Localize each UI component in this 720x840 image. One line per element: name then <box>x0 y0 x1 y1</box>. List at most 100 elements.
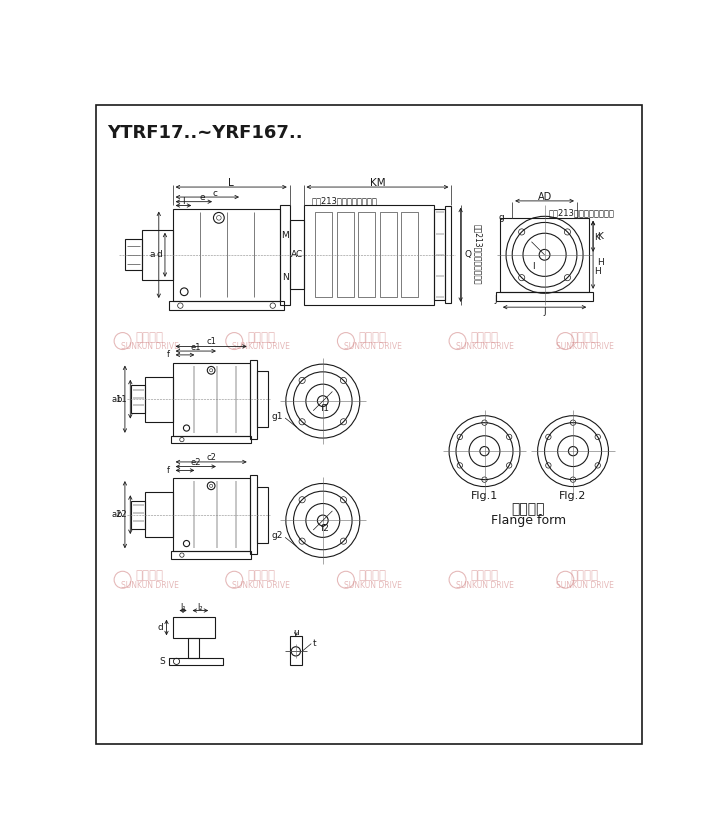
Text: 上坤传动: 上坤传动 <box>571 331 598 344</box>
Text: SUNKUN DRIVE: SUNKUN DRIVE <box>456 580 513 590</box>
Bar <box>168 658 222 665</box>
Text: Q: Q <box>464 250 472 260</box>
Text: g2: g2 <box>271 532 283 540</box>
Bar <box>145 377 173 422</box>
Text: d: d <box>158 623 163 632</box>
Bar <box>257 371 268 428</box>
Bar <box>171 551 251 559</box>
Text: c: c <box>212 189 217 197</box>
Bar <box>434 209 445 300</box>
Text: 上坤传动: 上坤传动 <box>247 570 275 582</box>
Text: u: u <box>293 627 299 637</box>
Text: t: t <box>312 639 316 648</box>
Bar <box>173 478 250 551</box>
Text: J: J <box>495 295 497 304</box>
Bar <box>168 301 284 310</box>
Bar <box>401 213 418 297</box>
Bar <box>250 360 257 438</box>
Text: L: L <box>228 178 234 188</box>
Text: g1: g1 <box>271 412 283 421</box>
Bar <box>257 486 268 543</box>
Text: 上坤传动: 上坤传动 <box>359 331 387 344</box>
Text: SUNKUN DRIVE: SUNKUN DRIVE <box>556 342 613 351</box>
Text: f: f <box>167 350 171 360</box>
Bar <box>173 617 215 638</box>
Text: Flg.2: Flg.2 <box>559 491 587 501</box>
Bar <box>359 213 375 297</box>
Text: e: e <box>199 193 204 202</box>
Text: f2: f2 <box>320 523 330 533</box>
Text: 上坤传动: 上坤传动 <box>247 331 275 344</box>
Text: K: K <box>597 232 603 241</box>
Text: a: a <box>150 250 155 260</box>
Text: SUNKUN DRIVE: SUNKUN DRIVE <box>344 342 402 351</box>
Bar <box>131 386 145 413</box>
Text: 上坤传动: 上坤传动 <box>470 331 498 344</box>
Text: 上坤传动: 上坤传动 <box>571 570 598 582</box>
Bar <box>171 436 251 444</box>
Text: 上坤传动: 上坤传动 <box>135 570 163 582</box>
Text: l₂: l₂ <box>197 603 203 612</box>
Bar <box>500 218 589 291</box>
Text: KM: KM <box>369 178 385 188</box>
Text: l: l <box>531 262 534 270</box>
Bar <box>125 239 142 270</box>
Text: J: J <box>544 307 546 316</box>
Text: SUNKUN DRIVE: SUNKUN DRIVE <box>121 580 179 590</box>
Text: b1: b1 <box>117 395 127 404</box>
Text: d: d <box>157 250 163 260</box>
Text: 见第213页附录电机尺寸表: 见第213页附录电机尺寸表 <box>311 197 377 205</box>
Text: SUNKUN DRIVE: SUNKUN DRIVE <box>233 342 290 351</box>
Text: S: S <box>159 657 165 666</box>
Text: c2: c2 <box>206 453 216 462</box>
Bar <box>496 291 593 301</box>
Text: K: K <box>595 234 600 243</box>
Text: 见第213页附录电机尺寸表: 见第213页附录电机尺寸表 <box>473 224 482 285</box>
Text: a1: a1 <box>112 395 122 404</box>
Text: SUNKUN DRIVE: SUNKUN DRIVE <box>556 580 613 590</box>
Text: Flg.1: Flg.1 <box>471 491 498 501</box>
Bar <box>289 636 302 665</box>
Bar <box>189 638 199 658</box>
Text: Flange form: Flange form <box>491 514 566 527</box>
Bar <box>145 492 173 537</box>
Bar <box>315 213 332 297</box>
Text: AD: AD <box>537 192 552 202</box>
Text: a2: a2 <box>112 510 122 519</box>
Text: b2: b2 <box>117 510 127 519</box>
Text: N: N <box>282 273 289 282</box>
Text: e1: e1 <box>191 343 201 352</box>
Text: YTRF17..~YRF167..: YTRF17..~YRF167.. <box>107 123 303 142</box>
Bar <box>445 207 451 303</box>
Text: SUNKUN DRIVE: SUNKUN DRIVE <box>456 342 513 351</box>
Text: c1: c1 <box>206 338 216 346</box>
Text: l: l <box>182 197 185 206</box>
Bar <box>304 205 434 305</box>
Text: g: g <box>499 213 505 223</box>
Text: 见第213页附录电机尺寸表: 见第213页附录电机尺寸表 <box>549 208 614 218</box>
Bar <box>337 213 354 297</box>
Text: 上坤传动: 上坤传动 <box>135 331 163 344</box>
Text: 法兰型式: 法兰型式 <box>512 502 545 516</box>
Text: SUNKUN DRIVE: SUNKUN DRIVE <box>121 342 179 351</box>
Text: 上坤传动: 上坤传动 <box>359 570 387 582</box>
Bar <box>281 205 289 305</box>
Text: e2: e2 <box>191 458 201 467</box>
Bar <box>131 501 145 528</box>
Text: 上坤传动: 上坤传动 <box>470 570 498 582</box>
Text: H: H <box>595 267 601 276</box>
Bar <box>142 230 173 280</box>
Bar <box>289 220 304 290</box>
Text: l₁: l₁ <box>180 603 186 612</box>
Text: AC: AC <box>290 250 302 260</box>
Bar <box>379 213 397 297</box>
Text: SUNKUN DRIVE: SUNKUN DRIVE <box>344 580 402 590</box>
Text: f: f <box>167 466 171 475</box>
Text: M: M <box>282 231 289 240</box>
Bar <box>173 208 281 301</box>
Text: f1: f1 <box>320 404 330 413</box>
Bar <box>173 363 250 436</box>
Text: H: H <box>597 258 603 267</box>
Text: SUNKUN DRIVE: SUNKUN DRIVE <box>233 580 290 590</box>
Bar <box>250 475 257 554</box>
